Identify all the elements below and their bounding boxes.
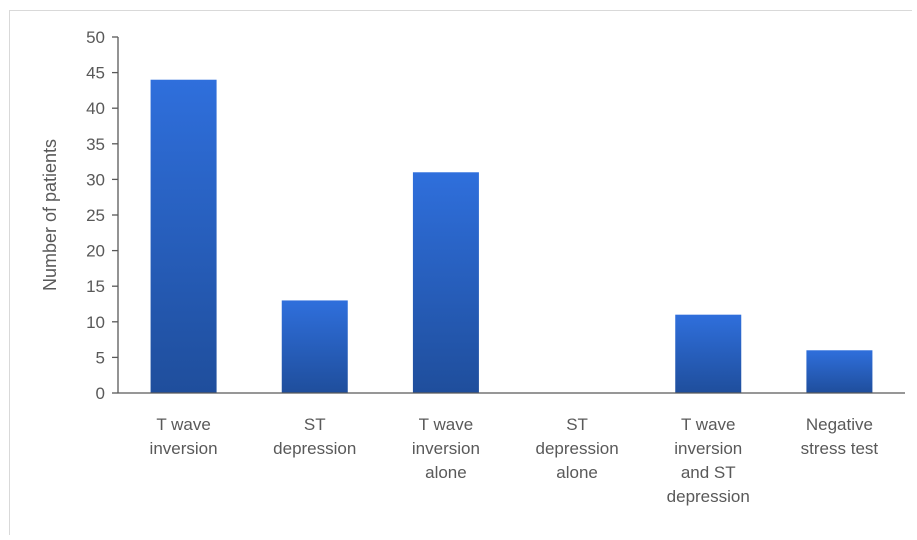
- bar: [412, 172, 479, 393]
- y-tick-label: 10: [86, 313, 105, 332]
- y-tick-label: 35: [86, 135, 105, 154]
- bar: [281, 300, 348, 393]
- y-tick-label: 50: [86, 28, 105, 47]
- x-category-label: ST depression alone: [535, 415, 618, 482]
- x-category-label: T wave inversion and ST depression: [667, 415, 750, 506]
- y-tick-label: 20: [86, 242, 105, 261]
- x-category-label: T wave inversion: [150, 415, 218, 458]
- y-tick-label: 15: [86, 277, 105, 296]
- x-axis: T wave inversion ST depression T wave inversi…: [118, 392, 905, 506]
- x-category-label: Negative stress test: [801, 415, 879, 458]
- bar: [150, 79, 217, 393]
- y-tick-label: 40: [86, 99, 105, 118]
- bars: [150, 79, 873, 393]
- y-tick-label: 5: [96, 348, 105, 367]
- y-axis: 0 5 10 15 20 25 30 35 40 45 50: [86, 28, 119, 403]
- x-category-label: T wave inversion alone: [412, 415, 480, 482]
- y-tick-label: 25: [86, 206, 105, 225]
- bar: [675, 314, 742, 393]
- y-tick-label: 30: [86, 170, 105, 189]
- y-axis-title: Number of patients: [40, 139, 60, 291]
- y-tick-label: 0: [96, 384, 105, 403]
- bar: [806, 350, 873, 393]
- y-tick-label: 45: [86, 64, 105, 83]
- x-category-label: ST depression: [273, 415, 356, 458]
